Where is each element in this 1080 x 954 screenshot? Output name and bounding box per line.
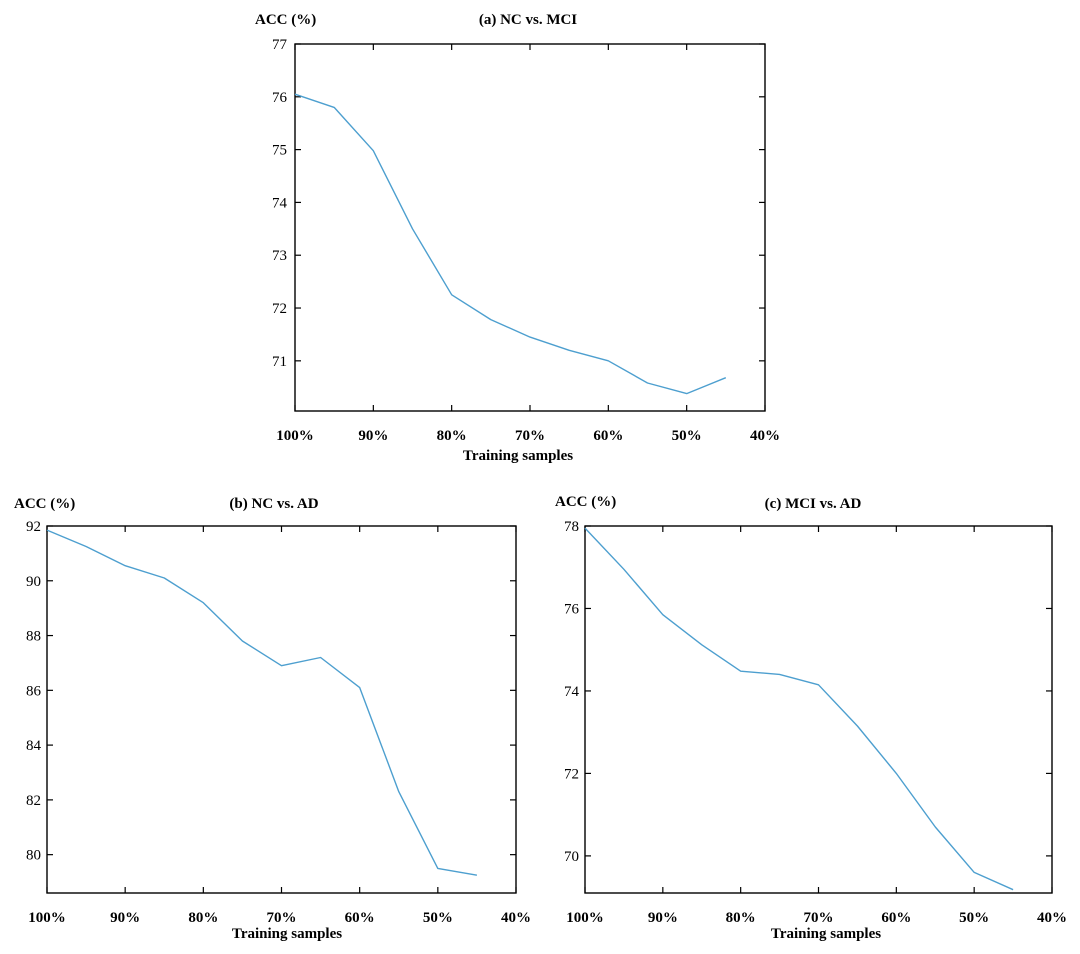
chart-b-plot-frame [46,525,517,894]
chart-c-y-tick-label: 74 [564,684,580,700]
chart-a-y-tick-label: 75 [272,143,287,159]
chart-c-y-axis-label: ACC (%) [555,494,616,510]
chart-c-series-line [584,527,1014,891]
chart-c-plot-frame [584,525,1053,894]
chart-c-y-tick-label: 70 [564,849,579,865]
chart-b-series-line [46,529,478,876]
chart-a-x-tick-label: 50% [672,428,702,444]
chart-c-x-tick-label: 90% [648,910,678,926]
chart-c-x-tick-label: 100% [566,910,604,926]
chart-b-x-tick-label: 90% [110,910,140,926]
chart-c-title: (c) MCI vs. AD [765,496,862,512]
chart-c-y-tick-label: 72 [564,766,579,782]
chart-b-x-tick-label: 80% [188,910,218,926]
chart-c-y-tick-label: 76 [564,601,580,617]
chart-a-y-axis-label: ACC (%) [255,12,316,28]
chart-a-y-tick-label: 74 [272,195,288,211]
chart-a-title: (a) NC vs. MCI [479,12,577,28]
chart-b-y-tick-label: 80 [26,848,41,864]
chart-b-y-tick-label: 92 [26,519,41,535]
chart-b-x-axis-label: Training samples [232,926,342,942]
chart-a-plot-frame [294,43,766,412]
chart-c-x-tick-label: 80% [726,910,756,926]
chart-b: 80 82 84 86 88 90 92 100% 90% 80% 70% 60% 50% 40% (b) … [14,496,531,942]
chart-b-y-axis-label: ACC (%) [14,496,75,512]
chart-b-x-tick-label: 40% [501,910,531,926]
chart-b-x-tick-label: 100% [28,910,66,926]
chart-a-series-line [294,93,727,395]
chart-a-x-tick-label: 70% [515,428,545,444]
chart-a-y-tick-label: 72 [272,301,287,317]
chart-a-x-tick-label: 90% [358,428,388,444]
chart-b-y-tick-label: 84 [26,738,42,754]
chart-c-x-tick-label: 50% [959,910,989,926]
chart-b-x-tick-label: 50% [423,910,453,926]
chart-c-x-axis-label: Training samples [771,926,881,942]
chart-a: 71 72 73 74 75 76 77 100% 90% 80% 70% 60% 50% 40% (a) … [255,12,780,464]
chart-b-y-tick-label: 86 [26,683,42,699]
chart-b-y-tick-label: 90 [26,574,41,590]
chart-a-x-tick-label: 100% [276,428,314,444]
chart-a-x-tick-label: 40% [750,428,780,444]
chart-b-title: (b) NC vs. AD [229,496,318,512]
chart-c: 70 72 74 76 78 100% 90% 80% 70% 60% 50% 40% (c) MCI … [555,494,1067,942]
chart-c-x-tick-label: 40% [1037,910,1067,926]
chart-c-x-tick-label: 60% [881,910,911,926]
chart-a-x-tick-label: 80% [437,428,467,444]
chart-a-y-tick-label: 71 [272,354,287,370]
chart-a-y-tick-label: 76 [272,90,288,106]
chart-b-y-tick-label: 82 [26,793,41,809]
chart-b-x-tick-label: 60% [345,910,375,926]
chart-a-y-tick-label: 77 [272,37,288,53]
chart-c-x-tick-label: 70% [804,910,834,926]
chart-b-x-tick-label: 70% [267,910,297,926]
chart-a-x-tick-label: 60% [593,428,623,444]
chart-a-y-tick-label: 73 [272,248,287,264]
chart-b-y-tick-label: 88 [26,629,41,645]
chart-a-x-axis-label: Training samples [463,448,573,464]
chart-c-y-tick-label: 78 [564,519,579,535]
